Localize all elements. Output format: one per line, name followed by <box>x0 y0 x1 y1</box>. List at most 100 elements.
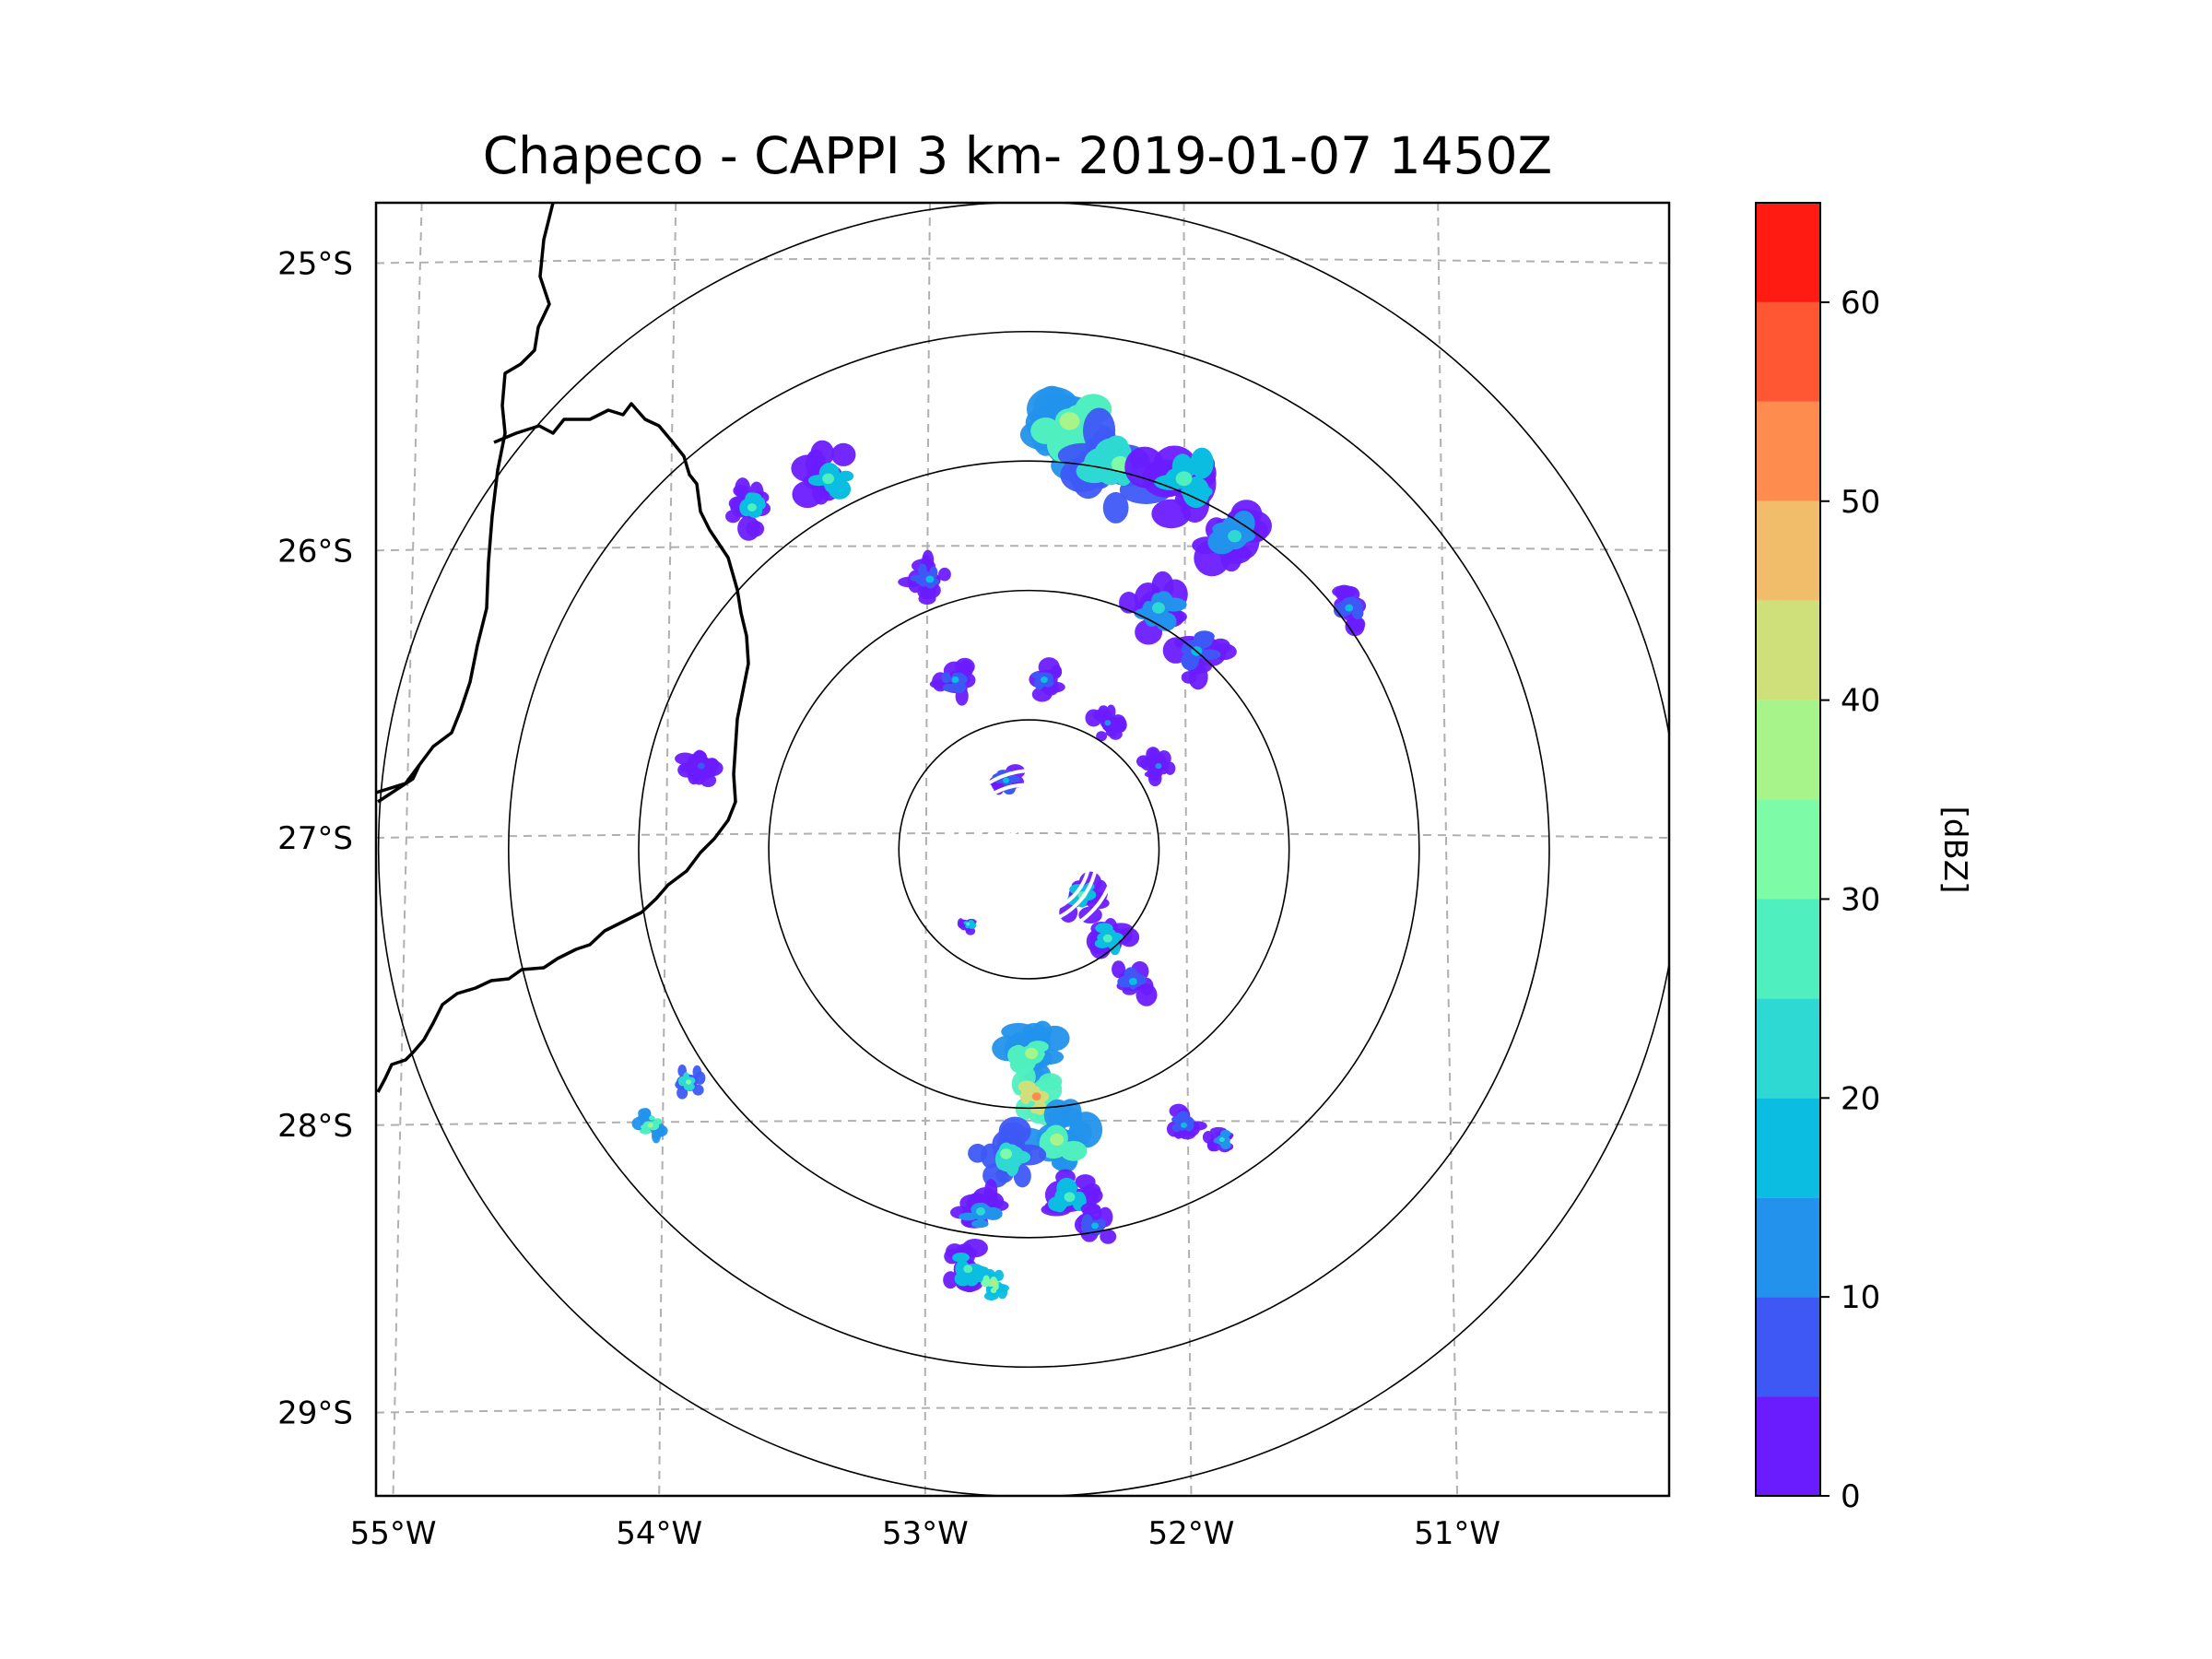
map-background <box>376 203 1669 1496</box>
center-ring <box>998 825 1067 893</box>
colorbar-band <box>1756 500 1820 601</box>
echo-fringe <box>737 515 760 541</box>
echo-fringe <box>1100 1229 1117 1244</box>
colorbar-band <box>1756 998 1820 1099</box>
colorbar-tick-label: 20 <box>1841 1080 1880 1117</box>
echo-fringe <box>692 1084 704 1096</box>
echo-mid <box>1182 477 1210 509</box>
echo-cell <box>929 657 976 706</box>
colorbar-band <box>1756 1098 1820 1198</box>
echo-mid <box>959 1212 978 1221</box>
map-title: Chapeco - CAPPI 3 km- 2019-01-07 1450Z <box>483 126 1552 185</box>
border-west-segment <box>376 763 421 794</box>
echo-mid <box>1219 1130 1228 1137</box>
parallel-gridline <box>376 545 1669 552</box>
echo-mid <box>942 683 957 692</box>
echo-mid <box>1153 758 1161 765</box>
meridian-gridline <box>1182 203 1193 1496</box>
echo-mid <box>739 499 754 517</box>
echo-cell <box>1074 1202 1117 1244</box>
colorbar-band <box>1756 1396 1820 1496</box>
range-rings <box>378 203 1669 1496</box>
echo-core <box>1102 934 1112 943</box>
latitude-tick-label: 29°S <box>277 1395 353 1432</box>
colorbar-label: [dBZ] <box>1936 806 1973 894</box>
latitude-tick-label: 25°S <box>277 245 353 282</box>
echo-fringe <box>1098 705 1109 716</box>
echo-core <box>1050 1133 1065 1147</box>
radar-echoes <box>631 385 1367 1301</box>
colorbar-frame <box>1755 202 1821 1497</box>
echo-mid <box>952 681 967 694</box>
colorbar-tick-label: 30 <box>1841 881 1880 918</box>
echo-cell <box>898 549 951 605</box>
echo-mid <box>1155 612 1177 631</box>
echo-core <box>1345 604 1354 612</box>
map-content <box>376 203 1669 1496</box>
echo-fringe <box>1031 687 1053 702</box>
echo-core <box>1000 1148 1013 1159</box>
echo-mid <box>985 1207 997 1217</box>
echo-fringe <box>938 567 951 582</box>
echo-fringe <box>955 657 975 676</box>
center-ring <box>947 769 1118 938</box>
echo-cell <box>725 477 771 541</box>
echo-core <box>1128 977 1137 985</box>
echo-core <box>1059 412 1080 430</box>
echo-cell <box>1007 1099 1103 1173</box>
echo-mid <box>683 1082 695 1091</box>
echo-core <box>1228 530 1242 543</box>
echo-core <box>1031 1092 1041 1101</box>
colorbar-tick-label: 10 <box>1841 1279 1880 1316</box>
range-ring <box>768 589 1290 1110</box>
parallel-gridline <box>376 1406 1669 1414</box>
echo-core <box>951 677 959 684</box>
echo-mid <box>1005 1154 1019 1177</box>
colorbar-band <box>1756 1297 1820 1397</box>
latitude-tick-label: 26°S <box>277 533 353 570</box>
echo-mid <box>1171 1115 1184 1124</box>
echo-core <box>1155 762 1162 770</box>
colorbar-ticks: 0 10 20 30 40 50 60 <box>1820 285 1880 1515</box>
echo-cell <box>1112 960 1158 1006</box>
echo-core <box>1064 1192 1076 1203</box>
radar-center-rings <box>947 769 1118 938</box>
echo-fringe <box>792 480 823 509</box>
echo-mid <box>941 672 951 684</box>
echo-core <box>1025 1047 1039 1060</box>
longitude-tick-label: 55°W <box>350 1515 437 1552</box>
political-borders <box>376 203 750 1093</box>
echo-core <box>1218 1136 1225 1143</box>
echo-fringe <box>1075 1174 1096 1190</box>
colorbar-bands <box>1756 203 1820 1496</box>
range-ring <box>508 330 1550 1369</box>
echo-fringe <box>1118 927 1140 947</box>
border-argentina-brazil <box>377 203 555 804</box>
longitude-tick-label: 53°W <box>882 1515 969 1552</box>
parallel-gridline <box>376 832 1669 840</box>
colorbar-band <box>1756 301 1820 402</box>
echo-cell <box>949 1179 1009 1229</box>
center-ring <box>955 782 1100 927</box>
echo-mid <box>698 771 712 780</box>
echo-cell <box>1119 571 1188 645</box>
echo-mid <box>1083 447 1118 482</box>
echo-mid <box>952 1253 971 1263</box>
echo-mid <box>1034 1098 1046 1115</box>
echo-mid <box>640 1128 652 1135</box>
colorbar-tick-label: 50 <box>1841 484 1880 521</box>
echo-core <box>1175 471 1193 487</box>
range-ring <box>638 460 1420 1239</box>
range-ring <box>898 719 1160 980</box>
colorbar-tick-label: 60 <box>1841 285 1880 322</box>
echo-core <box>747 503 757 512</box>
echo-core <box>1152 602 1165 614</box>
echo-cell <box>1085 704 1127 742</box>
parallel-gridline <box>376 257 1669 265</box>
echo-fringe <box>1181 671 1197 684</box>
echo-cell <box>1166 1103 1207 1140</box>
echo-core <box>1003 777 1010 783</box>
echo-mid <box>1006 774 1020 783</box>
echo-cell <box>1136 747 1176 787</box>
